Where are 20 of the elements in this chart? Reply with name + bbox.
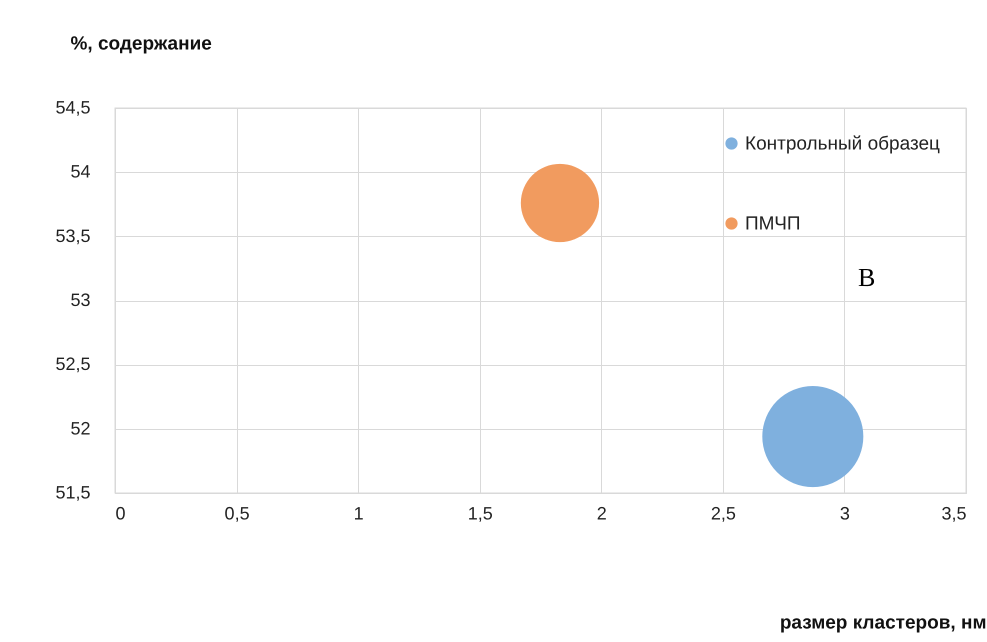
x-tick-label: 1,5 <box>468 504 493 524</box>
y-tick-label: 53 <box>70 290 90 310</box>
y-axis-title: %, содержание <box>70 34 212 54</box>
x-tick-label: 2 <box>596 504 607 524</box>
x-tick-label: 2,5 <box>710 504 736 524</box>
y-tick-label: 54,5 <box>55 98 90 118</box>
x-tick-label: 3,5 <box>941 504 966 524</box>
y-tick-label: 52 <box>70 418 90 438</box>
legend-label: Контрольный образец <box>745 134 940 154</box>
x-tick-label: 0,5 <box>224 504 250 524</box>
x-axis-title: размер кластеров, нм <box>780 612 986 634</box>
y-tick-label: 53,5 <box>55 226 90 246</box>
y-tick-label: 54 <box>70 162 90 182</box>
annotation: В <box>858 263 876 292</box>
y-tick-label: 51,5 <box>55 482 90 502</box>
x-tick-label: 3 <box>840 504 850 524</box>
x-tick-label: 1 <box>354 504 364 524</box>
legend-label: ПМЧП <box>745 214 801 234</box>
y-tick-label: 52,5 <box>55 354 90 374</box>
x-tick-label: 0 <box>116 504 126 524</box>
